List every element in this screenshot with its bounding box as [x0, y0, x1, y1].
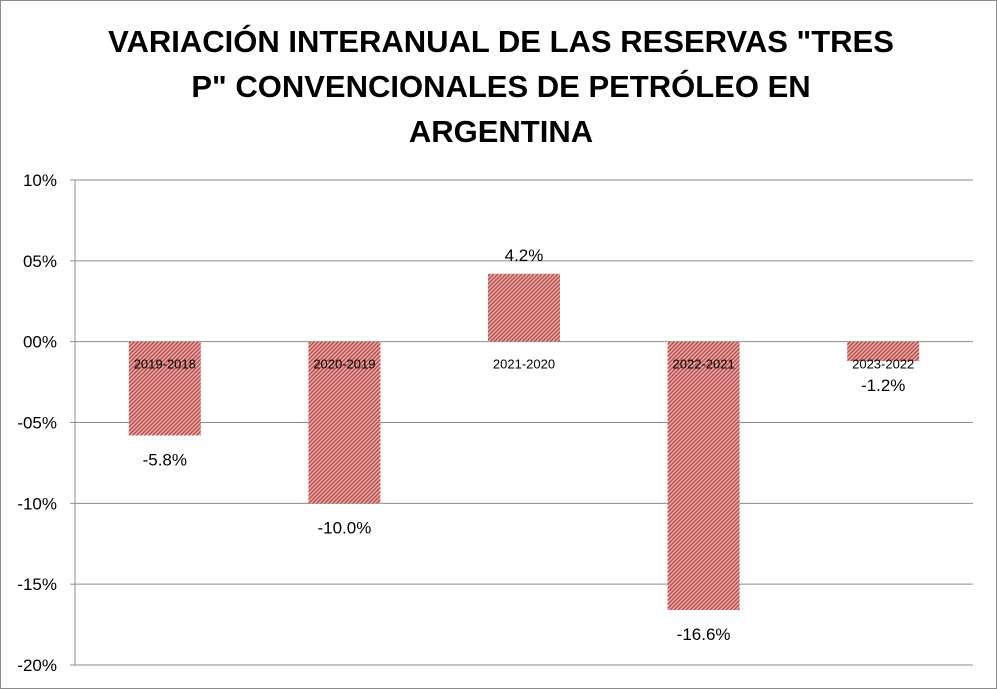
chart-title-line-1: VARIACIÓN INTERANUAL DE LAS RESERVAS "TR… [108, 24, 894, 59]
category-label: 2022-2021 [673, 357, 735, 372]
bars [128, 273, 920, 611]
data-labels: -5.8% -10.0% 4.2% -16.6% -1.2% [143, 246, 906, 644]
chart-title: VARIACIÓN INTERANUAL DE LAS RESERVAS "TR… [91, 19, 911, 154]
data-label: -16.6% [677, 625, 731, 644]
category-labels: 2019-2018 2020-2019 2021-2020 2022-2021 2023… [134, 357, 915, 372]
y-tick-label: -20% [17, 656, 57, 675]
y-tick-label: -10% [17, 494, 57, 513]
category-label: 2020-2019 [313, 357, 375, 372]
data-label: -1.2% [861, 376, 905, 395]
y-tick-label: -15% [17, 575, 57, 594]
bar-2020-2019 [308, 341, 381, 504]
gridlines [70, 179, 973, 666]
data-label: 4.2% [505, 246, 544, 265]
category-label: 2019-2018 [134, 357, 196, 372]
bar-2021-2020 [488, 273, 560, 342]
y-tick-label: 10% [23, 171, 57, 190]
data-label: -5.8% [143, 450, 187, 469]
y-tick-label: 00% [23, 333, 57, 352]
data-label: -10.0% [317, 518, 371, 537]
y-tick-label: 05% [23, 252, 57, 271]
category-label: 2021-2020 [493, 357, 555, 372]
bar-2022-2021 [667, 341, 740, 611]
bar-2023-2022 [847, 341, 920, 362]
y-tick-label: -05% [17, 414, 57, 433]
chart-title-line-3: ARGENTINA [408, 114, 594, 149]
bar-2019-2018 [128, 341, 201, 436]
category-label: 2023-2022 [852, 357, 914, 372]
chart-title-line-2: P" CONVENCIONALES DE PETRÓLEO EN [191, 69, 811, 104]
y-axis-tick-labels: 10% 05% 00% -05% -10% -15% -20% [17, 171, 57, 675]
